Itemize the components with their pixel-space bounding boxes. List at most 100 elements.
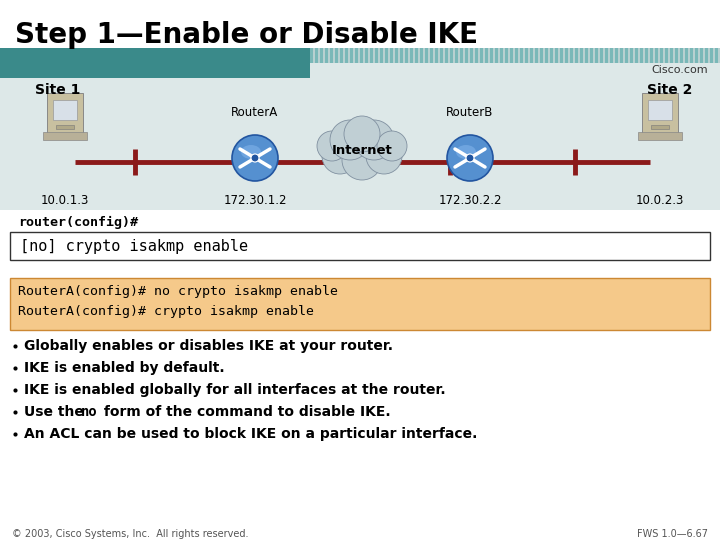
- Bar: [565, 48, 567, 63]
- Bar: [695, 48, 698, 63]
- Bar: [285, 48, 287, 63]
- Bar: [53, 100, 77, 120]
- Bar: [535, 48, 538, 63]
- Bar: [615, 48, 618, 63]
- Bar: [655, 48, 657, 63]
- Bar: [450, 48, 452, 63]
- Circle shape: [354, 120, 394, 160]
- Circle shape: [322, 138, 358, 174]
- Text: 10.0.1.3: 10.0.1.3: [41, 193, 89, 206]
- Bar: [590, 48, 593, 63]
- Bar: [345, 48, 348, 63]
- Bar: [640, 48, 642, 63]
- Ellipse shape: [241, 145, 261, 159]
- Bar: [365, 48, 367, 63]
- Text: Globally enables or disables IKE at your router.: Globally enables or disables IKE at your…: [24, 339, 393, 353]
- Bar: [635, 48, 637, 63]
- Bar: [43, 132, 87, 140]
- Bar: [260, 48, 263, 63]
- Text: form of the command to disable IKE.: form of the command to disable IKE.: [99, 405, 391, 419]
- Bar: [410, 48, 413, 63]
- Bar: [625, 48, 628, 63]
- Bar: [420, 48, 423, 63]
- Text: no: no: [81, 405, 98, 419]
- Bar: [585, 48, 588, 63]
- Bar: [235, 48, 238, 63]
- Bar: [620, 48, 623, 63]
- Text: IKE is enabled globally for all interfaces at the router.: IKE is enabled globally for all interfac…: [24, 383, 446, 397]
- Circle shape: [366, 138, 402, 174]
- Bar: [645, 48, 647, 63]
- Bar: [405, 48, 408, 63]
- Bar: [445, 48, 448, 63]
- Text: © 2003, Cisco Systems, Inc.  All rights reserved.: © 2003, Cisco Systems, Inc. All rights r…: [12, 529, 248, 539]
- Bar: [340, 48, 343, 63]
- Bar: [505, 48, 508, 63]
- Bar: [705, 48, 708, 63]
- Bar: [545, 48, 547, 63]
- Bar: [638, 132, 682, 140]
- Bar: [680, 48, 683, 63]
- Bar: [685, 48, 688, 63]
- Ellipse shape: [456, 145, 476, 159]
- Bar: [255, 48, 258, 63]
- Bar: [265, 48, 268, 63]
- Bar: [430, 48, 433, 63]
- Text: RouterB: RouterB: [446, 106, 494, 119]
- Bar: [520, 48, 523, 63]
- Bar: [0, 48, 310, 63]
- Bar: [385, 48, 387, 63]
- Bar: [0, 63, 720, 210]
- Bar: [48, 93, 83, 134]
- Bar: [275, 48, 277, 63]
- Text: Use the: Use the: [24, 405, 89, 419]
- Text: RouterA(config)# crypto isakmp enable: RouterA(config)# crypto isakmp enable: [18, 305, 314, 318]
- Bar: [480, 48, 482, 63]
- Bar: [360, 48, 362, 63]
- Bar: [335, 48, 338, 63]
- Bar: [670, 48, 672, 63]
- Bar: [0, 63, 310, 78]
- Text: Site 1: Site 1: [35, 83, 81, 97]
- Bar: [310, 48, 312, 63]
- Bar: [475, 48, 477, 63]
- Text: [no] crypto isakmp enable: [no] crypto isakmp enable: [20, 239, 248, 253]
- Circle shape: [251, 154, 259, 162]
- Bar: [440, 48, 443, 63]
- Bar: [370, 48, 372, 63]
- Bar: [220, 48, 720, 63]
- Bar: [660, 48, 662, 63]
- Text: An ACL can be used to block IKE on a particular interface.: An ACL can be used to block IKE on a par…: [24, 427, 477, 441]
- Bar: [525, 48, 528, 63]
- Circle shape: [330, 120, 370, 160]
- Bar: [250, 48, 253, 63]
- Bar: [610, 48, 613, 63]
- Text: RouterA(config)# no crypto isakmp enable: RouterA(config)# no crypto isakmp enable: [18, 285, 338, 298]
- Bar: [515, 48, 518, 63]
- Bar: [315, 48, 318, 63]
- Text: RouterA: RouterA: [231, 106, 279, 119]
- Bar: [485, 48, 487, 63]
- Bar: [575, 48, 577, 63]
- Text: 172.30.2.2: 172.30.2.2: [438, 193, 502, 206]
- Bar: [665, 48, 667, 63]
- Bar: [330, 48, 333, 63]
- Bar: [648, 100, 672, 120]
- Bar: [605, 48, 608, 63]
- Bar: [230, 48, 233, 63]
- Bar: [400, 48, 402, 63]
- Circle shape: [377, 131, 407, 161]
- Bar: [225, 48, 228, 63]
- Text: IKE is enabled by default.: IKE is enabled by default.: [24, 361, 225, 375]
- Bar: [325, 48, 328, 63]
- Bar: [715, 48, 718, 63]
- Bar: [550, 48, 552, 63]
- Text: FWS 1.0—6.67: FWS 1.0—6.67: [637, 529, 708, 539]
- Bar: [350, 48, 353, 63]
- Circle shape: [232, 135, 278, 181]
- Bar: [355, 48, 358, 63]
- Text: Cisco.com: Cisco.com: [652, 65, 708, 75]
- Bar: [305, 48, 307, 63]
- Text: Site 2: Site 2: [647, 83, 692, 97]
- Bar: [495, 48, 498, 63]
